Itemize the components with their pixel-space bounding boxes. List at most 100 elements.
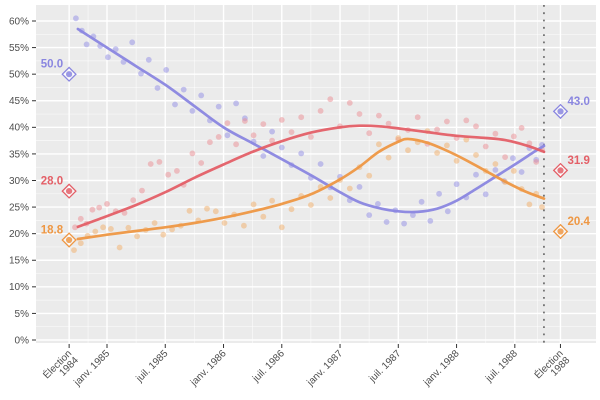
x-axis-label-line: juil. 1988 <box>483 348 520 385</box>
poll-point-red <box>473 123 479 130</box>
poll-point-orange <box>308 202 314 208</box>
poll-point-red <box>502 154 508 161</box>
result-dot-violet <box>557 108 564 115</box>
result-dot-violet <box>66 71 73 78</box>
poll-point-orange <box>260 213 267 220</box>
y-axis-label: 20% <box>9 229 29 240</box>
poll-point-violet <box>233 100 240 107</box>
poll-point-violet <box>180 86 187 93</box>
y-axis-label: 30% <box>9 176 29 187</box>
x-axis-label-line: janv. 1987 <box>305 348 346 389</box>
poll-point-orange <box>385 154 392 161</box>
poll-point-violet <box>444 208 451 215</box>
poll-point-violet <box>518 169 525 175</box>
y-axis-label: 35% <box>9 149 29 160</box>
election_1988-marker-orange <box>552 223 569 240</box>
poll-point-orange <box>366 172 373 179</box>
poll-point-violet <box>278 144 285 151</box>
poll-point-orange <box>92 228 99 235</box>
poll-point-violet <box>410 212 416 219</box>
result-label-red: 31.9 <box>568 155 590 167</box>
x-axis-label-group: juil. 1986 <box>250 348 287 385</box>
poll-point-red <box>414 114 421 121</box>
x-axis-label-group: janv. 1988 <box>421 348 462 389</box>
poll-point-violet <box>172 101 178 108</box>
poll-point-orange <box>346 185 353 192</box>
poll-point-red <box>327 96 334 103</box>
result-dot-red <box>66 188 73 195</box>
poll-point-violet <box>198 92 205 99</box>
poll-point-orange <box>327 195 334 201</box>
poll-point-orange <box>125 224 132 231</box>
poll-point-red <box>366 130 373 137</box>
x-axis-label: juil. 1988 <box>483 348 520 385</box>
poll-point-violet <box>138 70 144 77</box>
poll-point-red <box>317 108 324 114</box>
poll-point-red <box>308 134 314 140</box>
poll-point-red <box>96 204 103 211</box>
poll-point-orange <box>212 208 219 215</box>
y-axis-label: 0% <box>15 335 30 346</box>
y-axis-label: 15% <box>9 256 29 267</box>
x-axis-label-line: juil. 1985 <box>134 348 171 385</box>
x-axis-label-group: janv. 1985 <box>72 348 113 389</box>
poll-point-violet <box>298 150 305 157</box>
poll-point-orange <box>186 207 193 214</box>
result-label-orange: 20.4 <box>568 216 591 228</box>
x-axis-label-group: janv. 1986 <box>188 348 229 389</box>
x-axis-label-line: juil. 1986 <box>250 348 287 385</box>
x-axis-label-group: juil. 1987 <box>367 348 404 385</box>
poll-point-orange <box>134 233 141 240</box>
result-label-violet: 43.0 <box>568 96 590 108</box>
poll-point-violet <box>473 171 479 178</box>
poll-point-red <box>533 159 540 165</box>
result-dot-orange <box>66 236 73 244</box>
y-axis-label: 45% <box>9 96 29 107</box>
x-axis-label-group: juil. 1985 <box>134 348 171 385</box>
poll-point-red <box>156 159 163 165</box>
poll-point-red <box>165 171 172 178</box>
election_1984-marker-violet <box>61 66 77 82</box>
x-axis-label: juil. 1986 <box>250 348 287 385</box>
poll-point-orange <box>151 220 158 226</box>
poll-point-orange <box>241 222 247 229</box>
y-axis-label: 10% <box>9 282 29 293</box>
poll-point-red <box>89 206 96 213</box>
trend-line-red <box>76 124 546 229</box>
poll-point-red <box>130 197 137 204</box>
poll-point-violet <box>427 218 434 224</box>
poll-point-red <box>242 118 248 124</box>
poll-point-red <box>376 112 382 119</box>
x-axis-label-line: janv. 1988 <box>421 348 462 389</box>
x-axis-label-group: Élection1988 <box>531 347 572 388</box>
poll-point-orange <box>526 201 533 208</box>
y-axis-label: 55% <box>9 43 29 54</box>
x-axis-label-line: juil. 1987 <box>367 348 404 385</box>
result-label-orange: 18.8 <box>41 225 64 237</box>
poll-point-violet <box>375 201 381 207</box>
poll-point-orange <box>100 224 106 231</box>
poll-point-red <box>288 129 295 136</box>
poll-point-violet <box>260 153 267 159</box>
poll-point-red <box>482 143 489 150</box>
poll-point-red <box>215 134 222 140</box>
trend-line-violet <box>76 27 546 214</box>
poll-point-red <box>189 150 196 157</box>
poll-point-red <box>207 139 213 146</box>
poll-point-red <box>224 120 231 126</box>
poll-point-red <box>104 201 110 207</box>
poll-point-violet <box>189 108 196 114</box>
poll-point-red <box>77 215 84 222</box>
x-axis-label: Élection1988 <box>531 347 572 388</box>
poll-point-orange <box>463 136 470 143</box>
poll-point-orange <box>492 161 499 167</box>
y-axis-label: 60% <box>9 16 29 27</box>
y-axis-label: 5% <box>15 309 30 320</box>
poll-point-red <box>492 130 499 137</box>
result-dot-orange <box>557 228 564 235</box>
poll-point-red <box>346 100 353 106</box>
poll-point-orange <box>288 206 295 213</box>
poll-point-orange <box>169 226 176 233</box>
poll-point-orange <box>444 142 450 149</box>
x-axis-label: juil. 1985 <box>134 348 171 385</box>
